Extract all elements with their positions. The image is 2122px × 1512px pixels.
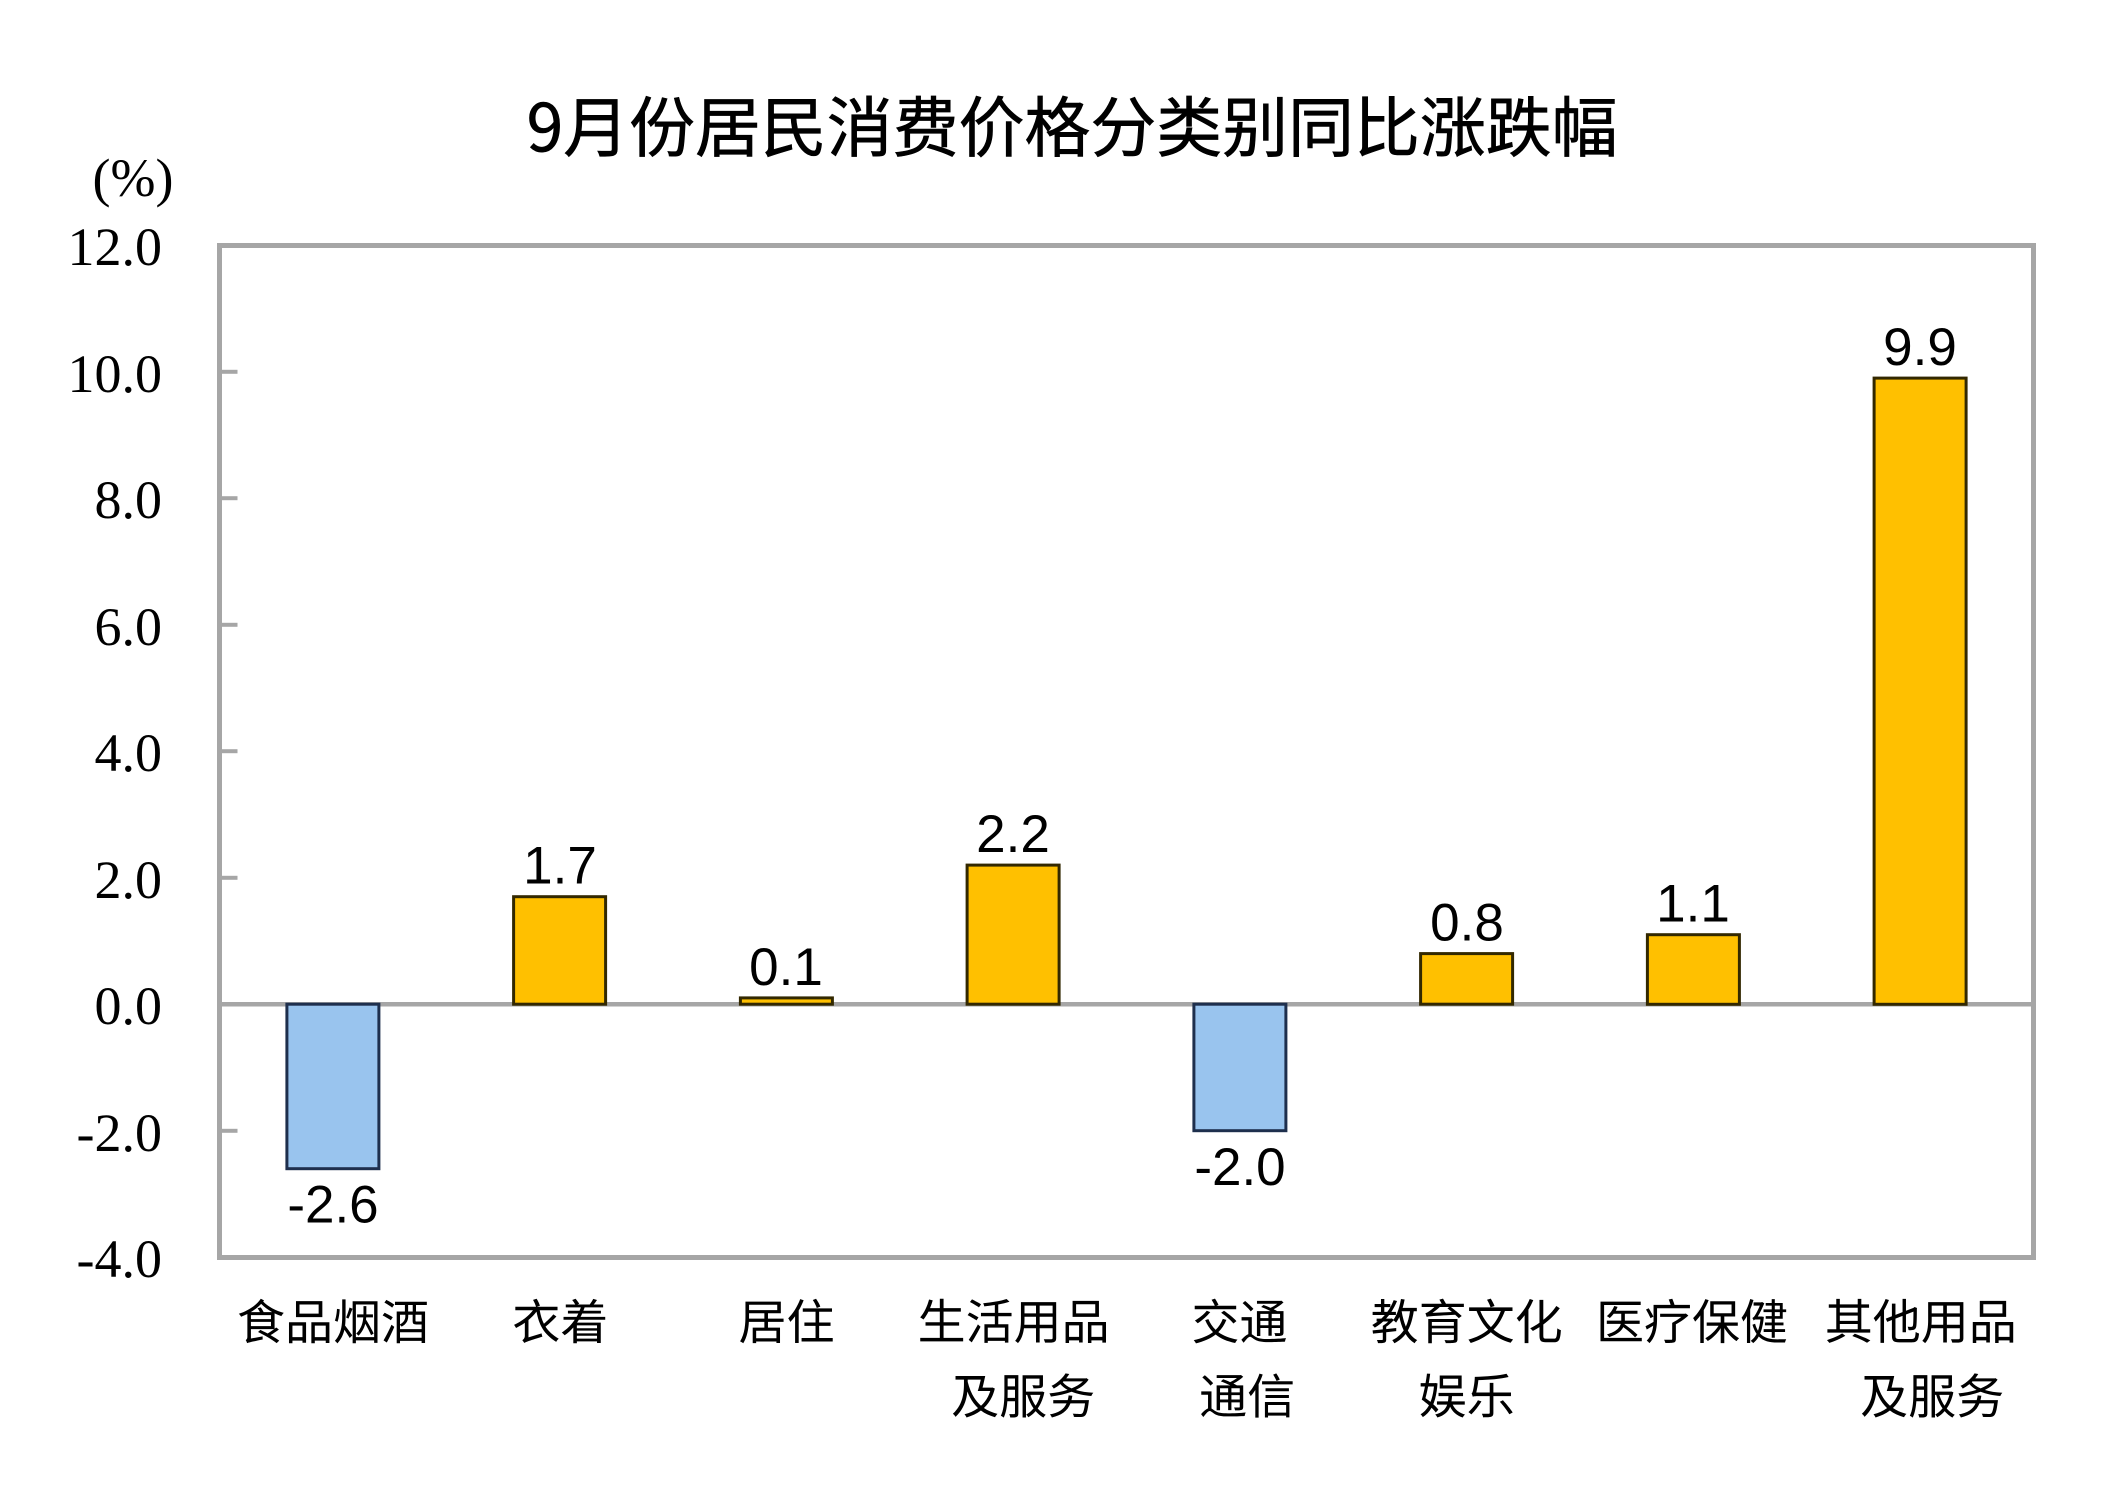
svg-text:0.1: 0.1	[749, 938, 823, 997]
svg-text:(%): (%)	[93, 148, 174, 208]
svg-text:2.2: 2.2	[976, 805, 1050, 864]
svg-text:10.0: 10.0	[68, 344, 163, 404]
svg-text:6.0: 6.0	[95, 597, 163, 657]
svg-text:12.0: 12.0	[68, 217, 163, 277]
svg-text:1.7: 1.7	[523, 837, 597, 896]
svg-text:-2.6: -2.6	[287, 1176, 378, 1235]
svg-text:-2.0: -2.0	[77, 1103, 162, 1163]
svg-text:9.9: 9.9	[1883, 318, 1957, 377]
svg-text:-2.0: -2.0	[1194, 1138, 1285, 1197]
svg-text:0.0: 0.0	[95, 976, 163, 1036]
svg-text:1.1: 1.1	[1656, 875, 1730, 934]
svg-text:0.8: 0.8	[1430, 894, 1504, 953]
svg-text:-4.0: -4.0	[77, 1229, 162, 1289]
svg-text:4.0: 4.0	[95, 723, 163, 783]
svg-text:8.0: 8.0	[95, 470, 163, 530]
svg-text:2.0: 2.0	[95, 850, 163, 910]
